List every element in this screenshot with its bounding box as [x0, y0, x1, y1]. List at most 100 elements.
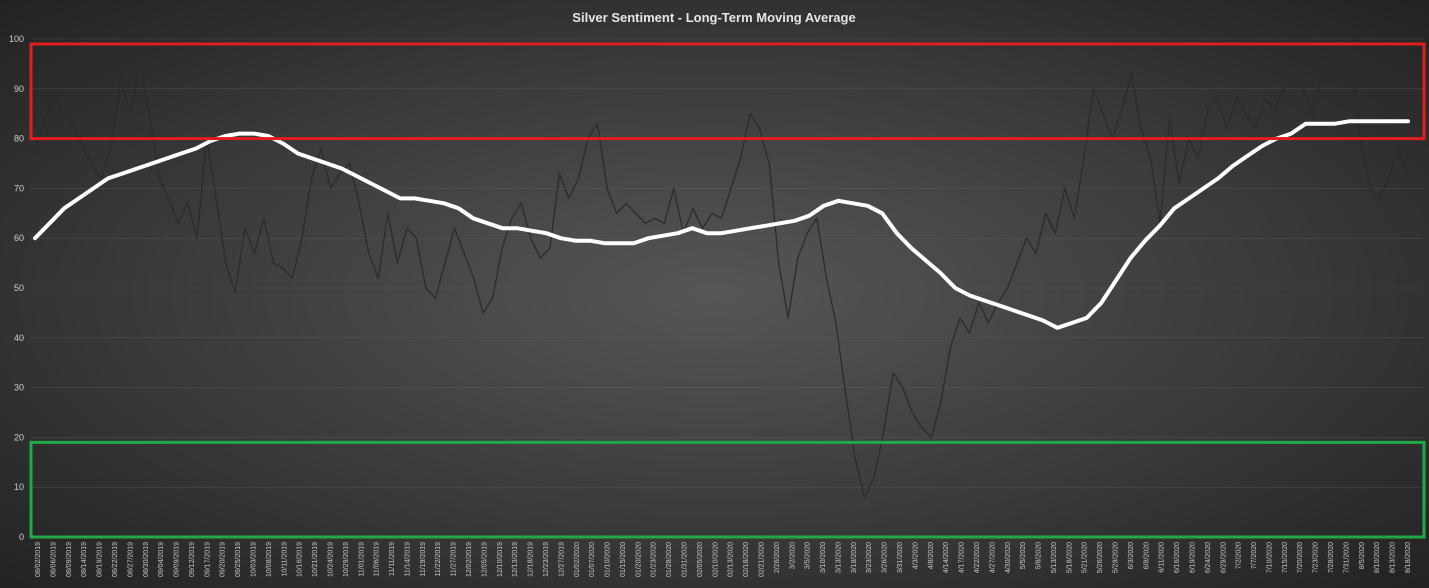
x-tick-label: 10/21/2019 [312, 542, 319, 577]
x-tick-label: 3/26/2020 [882, 542, 889, 573]
x-tick-label: 3/10/2020 [820, 542, 827, 573]
x-tick-label: 01/15/2020 [620, 542, 627, 577]
x-tick-label: 01/10/2020 [605, 542, 612, 577]
x-tick-label: 7/28/2020 [1328, 542, 1335, 573]
x-tick-label: 02/18/2020 [743, 542, 750, 577]
x-tick-label: 6/24/2020 [1205, 542, 1212, 573]
x-tick-label: 08/14/2019 [81, 542, 88, 577]
x-tick-label: 12/05/2019 [481, 542, 488, 577]
x-tick-label: 8/13/2020 [1390, 542, 1397, 573]
x-tick-label: 5/13/2020 [1051, 542, 1058, 573]
x-tick-label: 3/2/2020 [789, 542, 796, 569]
x-tick-label: 3/31/2020 [897, 542, 904, 573]
x-tick-label: 8/5/2020 [1359, 542, 1366, 569]
series-lines [33, 58, 1410, 498]
x-tick-label: 4/17/2020 [959, 542, 966, 573]
y-tick-label: 80 [14, 134, 24, 144]
x-tick-label: 7/31/2020 [1343, 542, 1350, 573]
x-tick-label: 09/12/2019 [189, 542, 196, 577]
y-axis-ticks: 0 10 20 30 40 50 60 70 80 90 100 [9, 34, 24, 542]
y-tick-label: 40 [14, 333, 24, 343]
x-tick-label: 6/8/2020 [1143, 542, 1150, 569]
y-tick-label: 60 [14, 233, 24, 243]
x-tick-label: 10/08/2019 [266, 542, 273, 577]
x-tick-label: 5/29/2020 [1113, 542, 1120, 573]
x-tick-label: 4/30/2020 [1005, 542, 1012, 573]
x-tick-label: 7/23/2020 [1313, 542, 1320, 573]
x-tick-label: 10/11/2019 [281, 542, 288, 577]
x-tick-label: 01/23/2020 [651, 542, 658, 577]
x-tick-label: 11/01/2019 [358, 542, 365, 577]
x-tick-label: 7/7/2020 [1251, 542, 1258, 569]
y-tick-label: 90 [14, 84, 24, 94]
x-tick-label: 3/18/2020 [851, 542, 858, 573]
x-tick-label: 12/10/2019 [497, 542, 504, 577]
x-tick-label: 4/27/2020 [989, 542, 996, 573]
x-tick-label: 08/06/2019 [50, 542, 57, 577]
daily-sentiment-line [34, 58, 1409, 498]
x-tick-label: 02/21/2020 [758, 542, 765, 577]
x-tick-label: 7/2/2020 [1236, 542, 1243, 569]
grid-lines [30, 38, 1424, 538]
x-tick-label: 08/22/2019 [112, 542, 119, 577]
overbought-zone [29, 42, 1426, 141]
x-tick-label: 4/8/2020 [928, 542, 935, 569]
x-tick-label: 12/23/2019 [543, 542, 550, 577]
x-tick-label: 11/19/2019 [420, 542, 427, 577]
x-tick-label: 09/20/2019 [220, 542, 227, 577]
x-tick-label: 10/24/2019 [327, 542, 334, 577]
x-tick-label: 5/8/2020 [1036, 542, 1043, 569]
x-tick-label: 08/09/2019 [66, 542, 73, 577]
x-tick-label: 3/13/2020 [835, 542, 842, 573]
x-tick-label: 08/02/2019 [35, 542, 42, 577]
x-tick-label: 3/5/2020 [805, 542, 812, 569]
y-tick-label: 100 [9, 34, 24, 44]
x-tick-label: 12/27/2019 [558, 542, 565, 577]
x-tick-label: 12/18/2019 [528, 542, 535, 577]
x-tick-label: 01/20/2020 [635, 542, 642, 577]
x-tick-label: 02/13/2020 [728, 542, 735, 577]
moving-average-line [33, 119, 1410, 330]
x-tick-label: 7/15/2020 [1282, 542, 1289, 573]
x-tick-label: 01/31/2020 [682, 542, 689, 577]
sentiment-zones [29, 42, 1426, 539]
x-tick-label: 11/06/2019 [374, 542, 381, 577]
x-tick-label: 09/25/2019 [235, 542, 242, 577]
x-axis-ticks: 08/02/2019 08/06/2019 08/09/2019 08/14/2019… [35, 542, 1412, 577]
x-tick-label: 01/02/2020 [574, 542, 581, 577]
x-tick-label: 08/30/2019 [143, 542, 150, 577]
x-tick-label: 11/22/2019 [435, 542, 442, 577]
x-tick-label: 09/09/2019 [174, 542, 181, 577]
x-tick-label: 6/11/2020 [1159, 542, 1166, 573]
x-tick-label: 6/3/2020 [1128, 542, 1135, 569]
y-tick-label: 20 [14, 432, 24, 442]
x-tick-label: 5/26/2020 [1097, 542, 1104, 573]
x-tick-label: 8/18/2020 [1405, 542, 1412, 573]
x-tick-label: 09/17/2019 [204, 542, 211, 577]
x-tick-label: 01/07/2020 [589, 542, 596, 577]
x-tick-label: 11/27/2019 [451, 542, 458, 577]
y-tick-label: 50 [14, 283, 24, 293]
x-tick-label: 7/10/2020 [1266, 542, 1273, 573]
x-tick-label: 3/23/2020 [866, 542, 873, 573]
x-tick-label: 01/28/2020 [666, 542, 673, 577]
x-tick-label: 4/14/2020 [943, 542, 950, 573]
oversold-zone [29, 440, 1426, 539]
x-tick-label: 4/3/2020 [912, 542, 919, 569]
x-tick-label: 12/02/2019 [466, 542, 473, 577]
x-tick-label: 5/21/2020 [1082, 542, 1089, 573]
x-tick-label: 6/16/2020 [1174, 542, 1181, 573]
x-tick-label: 10/03/2019 [251, 542, 258, 577]
x-tick-label: 6/29/2020 [1220, 542, 1227, 573]
x-tick-label: 02/05/2020 [697, 542, 704, 577]
y-tick-label: 10 [14, 482, 24, 492]
x-tick-label: 10/29/2019 [343, 542, 350, 577]
x-tick-label: 02/10/2020 [712, 542, 719, 577]
x-tick-label: 8/10/2020 [1374, 542, 1381, 573]
chart-title: Silver Sentiment - Long-Term Moving Aver… [572, 10, 855, 25]
x-tick-label: 09/04/2019 [158, 542, 165, 577]
x-tick-label: 4/22/2020 [974, 542, 981, 573]
x-tick-label: 5/18/2020 [1066, 542, 1073, 573]
